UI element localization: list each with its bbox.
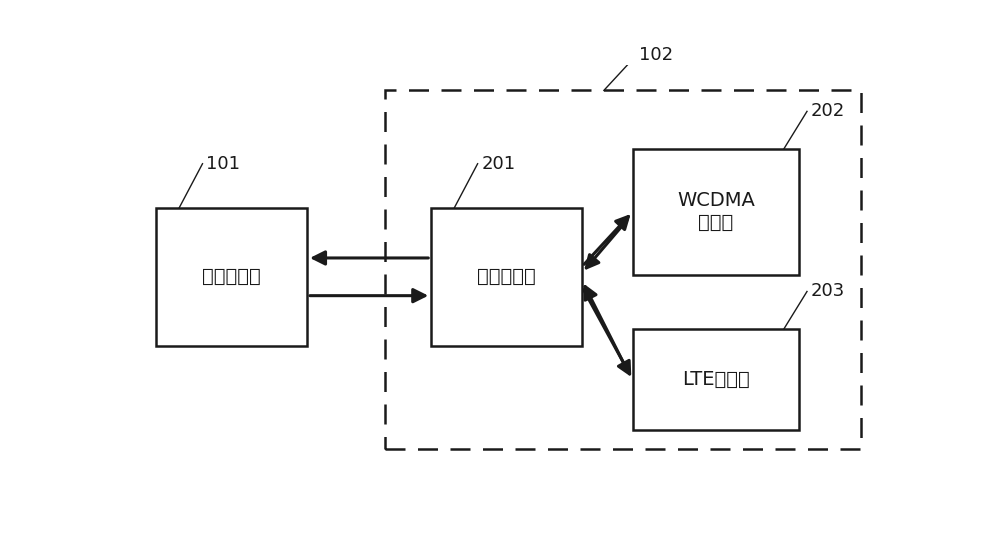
Bar bbox=[633, 329, 799, 430]
Bar bbox=[156, 208, 307, 346]
Text: 202: 202 bbox=[811, 102, 845, 120]
Bar bbox=[385, 90, 861, 449]
Text: 101: 101 bbox=[206, 154, 240, 172]
Bar bbox=[431, 208, 582, 346]
Text: 102: 102 bbox=[639, 46, 673, 64]
Bar bbox=[633, 149, 799, 275]
Text: WCDMA
物理层: WCDMA 物理层 bbox=[677, 191, 755, 232]
Text: 201: 201 bbox=[482, 154, 516, 172]
Text: 203: 203 bbox=[811, 282, 845, 300]
Text: 协议处理器: 协议处理器 bbox=[477, 267, 536, 286]
Text: 应用处理器: 应用处理器 bbox=[202, 267, 261, 286]
Text: LTE物理层: LTE物理层 bbox=[682, 370, 750, 389]
